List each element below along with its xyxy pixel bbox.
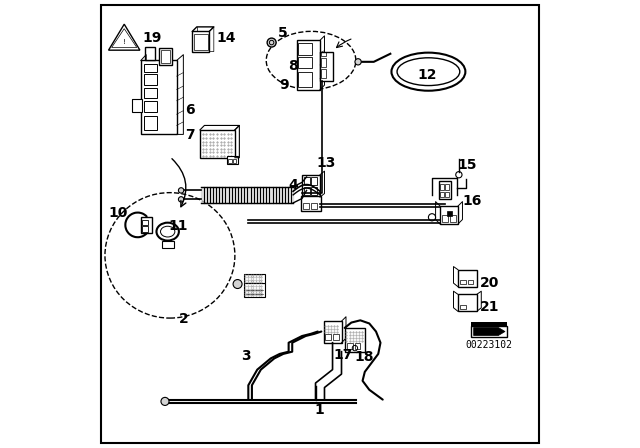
Bar	[442, 215, 448, 222]
Circle shape	[179, 188, 184, 193]
Bar	[162, 241, 175, 248]
Text: 6: 6	[185, 103, 195, 117]
Bar	[325, 334, 332, 340]
Text: 11: 11	[168, 219, 188, 233]
Text: 00223102: 00223102	[466, 340, 513, 350]
Text: 2: 2	[179, 312, 189, 326]
Text: 5: 5	[278, 26, 287, 40]
Bar	[301, 196, 321, 211]
Bar	[141, 60, 177, 134]
Bar	[159, 48, 172, 65]
Circle shape	[267, 38, 276, 47]
Text: 18: 18	[355, 350, 374, 364]
Bar	[244, 283, 266, 297]
Text: 1: 1	[314, 403, 324, 417]
Bar	[142, 220, 148, 225]
Ellipse shape	[397, 58, 460, 86]
Bar	[458, 294, 477, 311]
Bar	[468, 280, 473, 284]
Circle shape	[355, 59, 361, 65]
Circle shape	[161, 397, 169, 405]
Bar	[439, 181, 451, 199]
Bar	[333, 334, 339, 340]
Bar	[460, 280, 466, 284]
Bar	[450, 215, 456, 222]
Bar	[472, 326, 508, 337]
Bar	[312, 187, 317, 195]
Text: !: !	[123, 39, 125, 45]
Text: 10: 10	[109, 207, 128, 220]
Text: 21: 21	[479, 301, 499, 314]
Bar	[348, 343, 353, 349]
Bar	[141, 217, 152, 233]
Bar	[145, 74, 157, 85]
Circle shape	[179, 197, 184, 202]
Text: 16: 16	[463, 194, 482, 208]
Text: 15: 15	[457, 158, 477, 172]
Bar	[445, 184, 449, 190]
Bar	[311, 203, 317, 209]
Bar	[447, 211, 452, 216]
Bar	[145, 101, 157, 112]
Text: 12: 12	[418, 68, 437, 82]
Bar	[324, 321, 342, 343]
Bar	[297, 40, 320, 90]
Bar	[303, 203, 309, 209]
Circle shape	[233, 280, 242, 289]
Bar	[445, 192, 449, 197]
Bar	[298, 57, 312, 68]
Bar	[298, 43, 312, 55]
Polygon shape	[474, 327, 505, 336]
Bar	[145, 116, 157, 130]
Bar	[132, 99, 141, 112]
Bar	[321, 52, 326, 56]
Text: 17: 17	[333, 348, 353, 362]
Bar	[355, 343, 360, 349]
Bar	[460, 305, 466, 309]
Bar	[440, 206, 458, 224]
Text: 8: 8	[288, 59, 298, 73]
Text: 9: 9	[280, 78, 289, 92]
Bar	[228, 159, 232, 163]
Text: 7: 7	[185, 128, 195, 142]
Bar	[472, 322, 508, 327]
Bar	[312, 177, 317, 185]
Bar	[145, 64, 157, 72]
Bar	[145, 88, 157, 98]
Bar	[192, 31, 209, 52]
Bar	[227, 156, 238, 164]
Bar	[145, 47, 155, 60]
Bar	[345, 328, 365, 352]
Bar	[440, 192, 444, 197]
Bar	[304, 187, 310, 195]
Bar	[161, 50, 170, 63]
Bar	[194, 34, 207, 50]
Bar	[321, 58, 326, 67]
Bar	[440, 184, 444, 190]
Bar	[321, 69, 326, 78]
Text: 19: 19	[143, 31, 162, 45]
Bar	[304, 177, 310, 185]
Bar	[244, 274, 266, 283]
Text: 13: 13	[317, 156, 336, 170]
Bar	[200, 130, 235, 158]
Text: 14: 14	[216, 31, 236, 45]
Bar	[142, 226, 148, 232]
Text: 3: 3	[241, 349, 250, 363]
Bar	[302, 175, 320, 197]
Bar	[320, 52, 333, 81]
Text: 20: 20	[479, 276, 499, 290]
Text: 4: 4	[289, 178, 298, 192]
Bar	[458, 270, 477, 287]
Bar	[298, 72, 312, 87]
Bar	[233, 159, 236, 163]
